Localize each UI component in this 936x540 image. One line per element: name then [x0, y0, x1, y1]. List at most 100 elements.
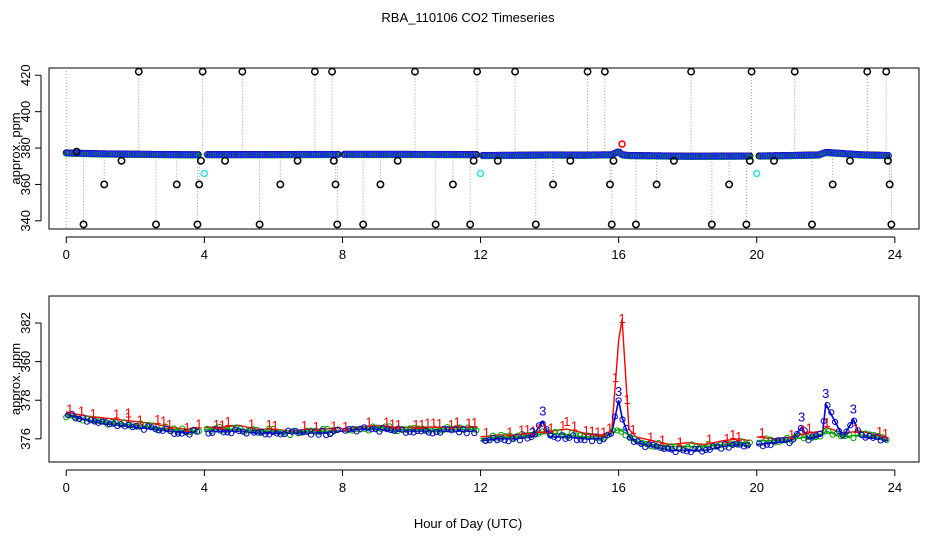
bottom-x-tick-label: 24 — [888, 480, 902, 495]
series-3-point — [767, 441, 774, 449]
spike-point — [193, 220, 202, 229]
spike-point — [882, 67, 891, 76]
series-2-point — [83, 415, 91, 422]
bottom-plot-frame — [48, 295, 920, 463]
series-3-point — [228, 430, 235, 437]
series-2-point — [407, 425, 414, 432]
series-3-point — [300, 151, 308, 158]
series-2-point — [129, 422, 136, 429]
series-3-point — [569, 432, 577, 439]
series-3-point — [194, 428, 201, 435]
series-3-point — [592, 433, 599, 440]
series-2-point — [632, 153, 640, 160]
series-3-point — [95, 419, 102, 426]
series-1-marker: 1 — [383, 414, 390, 429]
series-1-marker: 1 — [530, 424, 537, 439]
series-3-point — [585, 433, 592, 440]
series-3-point — [561, 151, 569, 159]
series-3-point — [91, 418, 98, 425]
series-3-point — [242, 151, 250, 158]
spike-point — [707, 220, 716, 229]
series-3-point — [406, 428, 413, 435]
series-3-point — [80, 150, 88, 157]
series-3-point — [800, 151, 808, 159]
series-3-point — [602, 151, 610, 159]
series-2-point — [326, 152, 333, 159]
series-2-point — [618, 428, 625, 435]
series-3-point — [409, 151, 416, 158]
series-3-point — [525, 151, 532, 159]
series-3-point — [440, 151, 448, 158]
series-3-point — [573, 151, 581, 159]
series-3-point — [448, 427, 455, 434]
spike-point — [310, 67, 319, 76]
spike-point — [725, 180, 734, 189]
series-3-point — [880, 152, 888, 159]
series-3-point — [481, 152, 489, 159]
series-3-point — [382, 151, 390, 158]
series-3-point — [653, 443, 660, 450]
series-1-marker: 1 — [365, 415, 372, 430]
series-3-point — [862, 434, 869, 441]
spike-point — [549, 180, 557, 189]
series-3-point — [809, 433, 816, 440]
series-3-point — [641, 152, 648, 160]
series-3-point — [307, 431, 315, 438]
series-3-point — [847, 422, 854, 429]
series-3-point — [718, 445, 725, 452]
series-3-point — [169, 151, 177, 158]
series-1-marker: 1 — [448, 417, 455, 432]
series-3-marker: 3 — [539, 403, 546, 418]
series-3-point — [368, 426, 375, 433]
series-3-point — [577, 436, 584, 443]
spike-point — [770, 156, 778, 165]
series-3-point — [63, 149, 71, 157]
spike-point — [493, 156, 502, 165]
top-x-tick-label: 20 — [750, 247, 764, 262]
series-3-point — [829, 149, 837, 157]
bottom-x-tick-label: 16 — [611, 480, 625, 495]
series-2-point — [804, 152, 811, 160]
series-3-point — [119, 150, 126, 158]
series-3-point — [807, 151, 815, 159]
series-1-marker: 1 — [506, 425, 513, 440]
series-3-point — [310, 151, 317, 158]
series-1-marker: 1 — [301, 418, 308, 433]
series-3-point — [218, 151, 225, 158]
series-3-point — [264, 151, 271, 158]
series-1-marker: 1 — [788, 427, 795, 442]
series-3-point — [562, 435, 569, 442]
series-2-point — [688, 153, 695, 161]
series-3-point — [850, 417, 858, 424]
series-3-point — [645, 441, 653, 448]
series-3-point — [114, 422, 121, 430]
series-3-point — [766, 152, 774, 160]
series-3-point — [305, 151, 312, 158]
series-3-point — [215, 151, 223, 158]
series-2-point — [353, 426, 360, 433]
series-3-point — [636, 152, 644, 159]
spike-point — [469, 156, 478, 165]
series-3-point — [423, 151, 431, 158]
series-3-point — [259, 151, 267, 158]
spike-point — [885, 180, 894, 189]
series-3-point — [271, 151, 279, 158]
series-3-point — [126, 150, 134, 158]
series-3-point — [790, 436, 797, 443]
series-3-point — [319, 427, 326, 434]
series-3-point — [68, 149, 76, 157]
series-1-marker: 1 — [547, 421, 554, 436]
series-3-point — [254, 429, 261, 436]
series-3-point — [588, 438, 596, 445]
series-3-point — [873, 433, 880, 440]
series-3-point — [302, 151, 310, 158]
series-3-point — [759, 443, 767, 450]
series-1-marker: 1 — [483, 425, 490, 440]
series-3-point — [317, 151, 325, 158]
series-2-point — [614, 427, 621, 434]
series-3-point — [524, 435, 531, 442]
series-3-point — [793, 152, 801, 159]
series-3-point — [455, 151, 462, 158]
series-3-point — [276, 151, 283, 158]
series-3-point — [624, 152, 631, 159]
